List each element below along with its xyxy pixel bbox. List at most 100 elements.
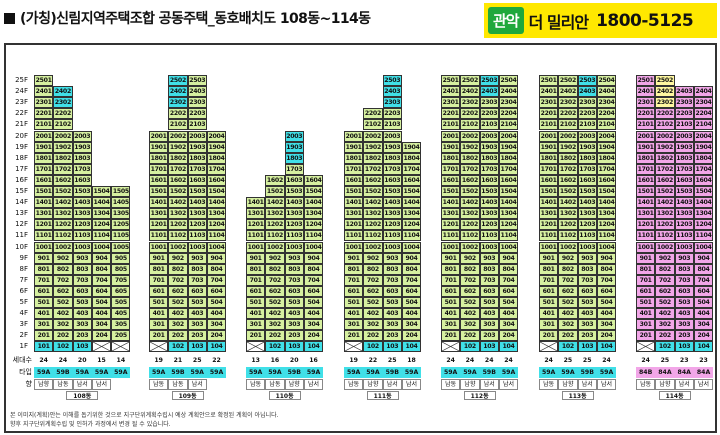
unit-cell: 1201 bbox=[636, 219, 656, 231]
direction-value: 남서 bbox=[674, 378, 694, 390]
unit-cell: 2104 bbox=[693, 119, 714, 131]
unit-cell: 1004 bbox=[596, 241, 617, 253]
unit-cell: 304 bbox=[596, 319, 617, 331]
unit-cell: 204 bbox=[693, 330, 714, 342]
unit-cell: 805 bbox=[111, 263, 131, 275]
unit-cell: 103 bbox=[72, 341, 92, 353]
direction-value: 남향 bbox=[558, 378, 578, 390]
unit-cell: 1102 bbox=[53, 230, 73, 242]
empty-unit-cell bbox=[149, 341, 169, 353]
unit-cell: 701 bbox=[539, 274, 559, 286]
unit-cell: 1903 bbox=[577, 141, 597, 153]
households-value: 23 bbox=[679, 356, 689, 364]
unit-cell: 604 bbox=[498, 285, 519, 297]
unit-cell: 1003 bbox=[577, 241, 597, 253]
unit-cell: 1304 bbox=[206, 208, 227, 220]
empty-unit-cell bbox=[91, 341, 112, 353]
unit-cell: 1801 bbox=[539, 152, 559, 164]
unit-cell: 701 bbox=[149, 274, 169, 286]
unit-cell: 1802 bbox=[363, 152, 383, 164]
unit-cell: 502 bbox=[460, 297, 480, 308]
unit-cell: 201 bbox=[636, 330, 656, 342]
unit-cell: 1903 bbox=[72, 141, 92, 153]
unit-cell: 102 bbox=[655, 341, 675, 353]
unit-cell: 1503 bbox=[187, 186, 207, 197]
unit-cell: 2402 bbox=[53, 86, 73, 98]
unit-cell: 1402 bbox=[53, 197, 73, 209]
unit-cell: 305 bbox=[111, 319, 131, 331]
unit-cell: 1204 bbox=[596, 219, 617, 231]
unit-cell: 1703 bbox=[674, 163, 694, 175]
households-value: 19 bbox=[349, 356, 358, 364]
unit-cell: 2001 bbox=[636, 130, 656, 142]
unit-cell: 904 bbox=[401, 252, 422, 264]
unit-cell: 1902 bbox=[168, 141, 188, 153]
unit-cell: 1702 bbox=[655, 163, 675, 175]
type-label: 타입 bbox=[19, 367, 32, 376]
unit-cell: 1802 bbox=[53, 152, 73, 164]
square-bullet-icon bbox=[4, 13, 15, 24]
unit-cell: 1002 bbox=[655, 241, 675, 253]
unit-cell: 1502 bbox=[363, 186, 383, 197]
unit-cell: 505 bbox=[111, 297, 131, 308]
unit-cell: 1901 bbox=[539, 141, 559, 153]
empty-unit-cell bbox=[539, 341, 559, 353]
direction-value: 남동 bbox=[149, 378, 169, 390]
unit-cell: 203 bbox=[674, 330, 694, 342]
floor-label: 8F bbox=[19, 264, 28, 273]
unit-cell: 1902 bbox=[363, 141, 383, 153]
unit-cell: 1003 bbox=[187, 241, 207, 253]
floor-label: 24F bbox=[15, 87, 28, 96]
households-value: 24 bbox=[465, 356, 475, 364]
direction-value: 남서 bbox=[72, 378, 92, 390]
type-value: 59A bbox=[187, 366, 207, 378]
unit-cell: 801 bbox=[34, 263, 54, 275]
unit-cell: 902 bbox=[265, 252, 285, 264]
unit-cell: 602 bbox=[363, 285, 383, 297]
building-name: 110동 bbox=[268, 390, 301, 400]
unit-cell: 2104 bbox=[596, 119, 617, 131]
unit-cell: 1603 bbox=[187, 174, 207, 186]
unit-cell: 1701 bbox=[34, 163, 54, 175]
type-value: 84A bbox=[655, 366, 675, 378]
unit-cell: 1802 bbox=[558, 152, 578, 164]
unit-cell: 904 bbox=[303, 252, 324, 264]
households-value: 21 bbox=[173, 356, 183, 364]
unit-cell: 1402 bbox=[558, 197, 578, 209]
unit-cell: 901 bbox=[344, 252, 364, 264]
unit-cell: 2303 bbox=[187, 97, 207, 109]
type-value: 59B bbox=[577, 366, 597, 378]
unit-cell: 205 bbox=[111, 330, 131, 342]
brand-phone[interactable]: 1800-5125 bbox=[596, 10, 694, 31]
unit-cell: 501 bbox=[636, 297, 656, 308]
unit-cell: 404 bbox=[693, 308, 714, 320]
unit-cell: 1303 bbox=[72, 208, 92, 220]
unit-cell: 2402 bbox=[168, 86, 188, 98]
unit-cell: 502 bbox=[53, 297, 73, 308]
unit-cell: 2004 bbox=[206, 130, 227, 142]
unit-cell: 1203 bbox=[72, 219, 92, 231]
building-name: 108동 bbox=[66, 390, 99, 400]
floor-label: 12F bbox=[15, 220, 28, 229]
unit-cell: 1401 bbox=[636, 197, 656, 209]
unit-cell: 1003 bbox=[72, 241, 92, 253]
unit-cell: 2004 bbox=[693, 130, 714, 142]
unit-cell: 1504 bbox=[498, 186, 519, 197]
unit-cell: 2001 bbox=[539, 130, 559, 142]
unit-cell: 102 bbox=[363, 341, 383, 353]
unit-cell: 203 bbox=[382, 330, 402, 342]
unit-cell: 1604 bbox=[596, 174, 617, 186]
unit-cell: 303 bbox=[284, 319, 304, 331]
unit-cell: 1401 bbox=[539, 197, 559, 209]
unit-cell: 2402 bbox=[558, 86, 578, 98]
unit-cell: 601 bbox=[539, 285, 559, 297]
unit-cell: 1801 bbox=[344, 152, 364, 164]
unit-cell: 1204 bbox=[206, 219, 227, 231]
unit-cell: 701 bbox=[441, 274, 461, 286]
unit-cell: 501 bbox=[149, 297, 169, 308]
type-value: 84A bbox=[693, 366, 714, 378]
direction-value: 남서 bbox=[401, 378, 422, 390]
unit-cell: 1704 bbox=[401, 163, 422, 175]
unit-cell: 2403 bbox=[577, 86, 597, 98]
unit-cell: 1002 bbox=[558, 241, 578, 253]
